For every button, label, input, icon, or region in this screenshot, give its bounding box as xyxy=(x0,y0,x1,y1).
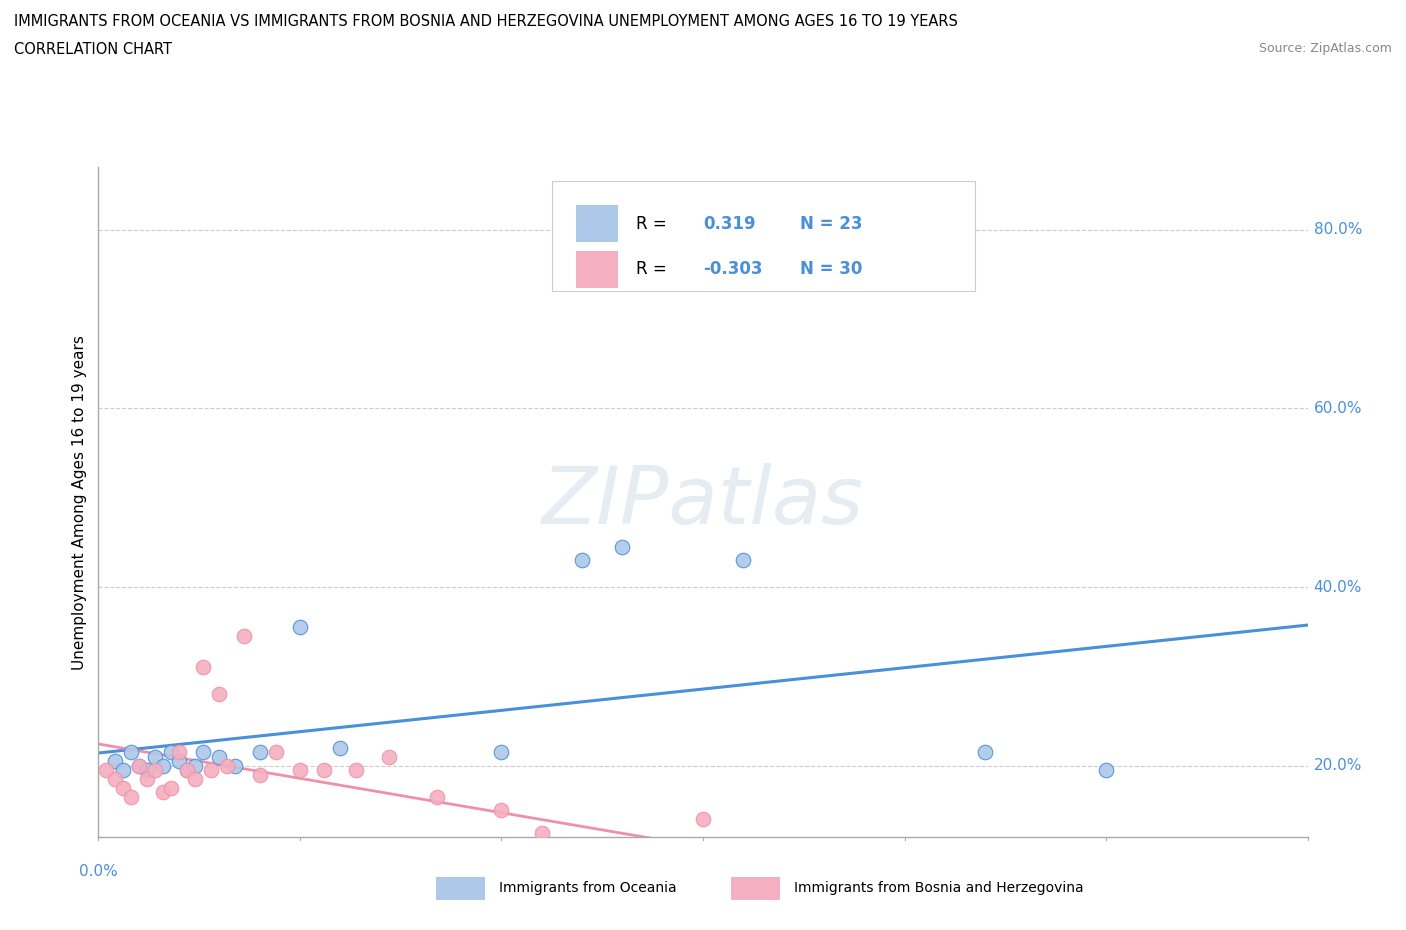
Point xyxy=(314,763,336,777)
Point xyxy=(152,785,174,800)
Point xyxy=(176,763,198,777)
Point xyxy=(193,745,215,760)
Point xyxy=(288,763,311,777)
Point xyxy=(167,753,190,768)
Point xyxy=(329,740,352,755)
Point xyxy=(571,552,593,567)
Y-axis label: Unemployment Among Ages 16 to 19 years: Unemployment Among Ages 16 to 19 years xyxy=(72,335,87,670)
Text: 60.0%: 60.0% xyxy=(1313,401,1362,416)
Text: 0.319: 0.319 xyxy=(703,215,755,232)
Text: IMMIGRANTS FROM OCEANIA VS IMMIGRANTS FROM BOSNIA AND HERZEGOVINA UNEMPLOYMENT A: IMMIGRANTS FROM OCEANIA VS IMMIGRANTS FR… xyxy=(14,14,957,29)
Point xyxy=(120,790,142,804)
Point xyxy=(491,745,513,760)
Point xyxy=(974,745,997,760)
Text: 20.0%: 20.0% xyxy=(1313,758,1362,773)
Point xyxy=(612,539,634,554)
Point xyxy=(491,803,513,817)
Text: N = 30: N = 30 xyxy=(800,260,862,278)
Point xyxy=(103,753,125,768)
Bar xyxy=(576,251,619,287)
Point xyxy=(1095,763,1118,777)
Point xyxy=(377,750,399,764)
Point xyxy=(128,758,150,773)
Text: 80.0%: 80.0% xyxy=(1313,222,1362,237)
Point xyxy=(692,812,714,827)
Point xyxy=(344,763,367,777)
Point xyxy=(193,660,215,675)
Point xyxy=(135,763,157,777)
Text: R =: R = xyxy=(637,215,672,232)
Point xyxy=(264,745,287,760)
Point xyxy=(530,825,553,840)
Point xyxy=(143,763,166,777)
Text: -0.303: -0.303 xyxy=(703,260,762,278)
Point xyxy=(612,870,634,884)
Point xyxy=(232,629,254,644)
Point xyxy=(128,758,150,773)
Bar xyxy=(576,206,619,242)
Point xyxy=(184,758,207,773)
Point xyxy=(167,745,190,760)
Point xyxy=(571,870,593,884)
Point xyxy=(103,772,125,787)
Text: Source: ZipAtlas.com: Source: ZipAtlas.com xyxy=(1258,42,1392,55)
Text: N = 23: N = 23 xyxy=(800,215,862,232)
Text: 0.0%: 0.0% xyxy=(79,864,118,879)
Point xyxy=(111,780,134,795)
Point xyxy=(120,745,142,760)
Point xyxy=(160,780,183,795)
Point xyxy=(135,772,157,787)
Point xyxy=(249,767,271,782)
Point xyxy=(143,750,166,764)
FancyBboxPatch shape xyxy=(551,180,976,291)
Point xyxy=(184,772,207,787)
Point xyxy=(249,745,271,760)
Point xyxy=(152,758,174,773)
Point xyxy=(217,758,239,773)
Text: 40.0%: 40.0% xyxy=(1313,579,1362,594)
Point xyxy=(96,763,118,777)
Point xyxy=(288,619,311,634)
Point xyxy=(176,763,198,777)
Point xyxy=(200,763,222,777)
Text: Immigrants from Bosnia and Herzegovina: Immigrants from Bosnia and Herzegovina xyxy=(794,881,1084,896)
Point xyxy=(426,790,449,804)
Text: R =: R = xyxy=(637,260,672,278)
Point xyxy=(813,879,835,894)
Point xyxy=(733,552,755,567)
Point xyxy=(224,758,246,773)
Point xyxy=(111,763,134,777)
Point xyxy=(208,686,231,701)
Text: Immigrants from Oceania: Immigrants from Oceania xyxy=(499,881,676,896)
Text: ZIPatlas: ZIPatlas xyxy=(541,463,865,541)
Text: CORRELATION CHART: CORRELATION CHART xyxy=(14,42,172,57)
Point xyxy=(160,745,183,760)
Point xyxy=(208,750,231,764)
